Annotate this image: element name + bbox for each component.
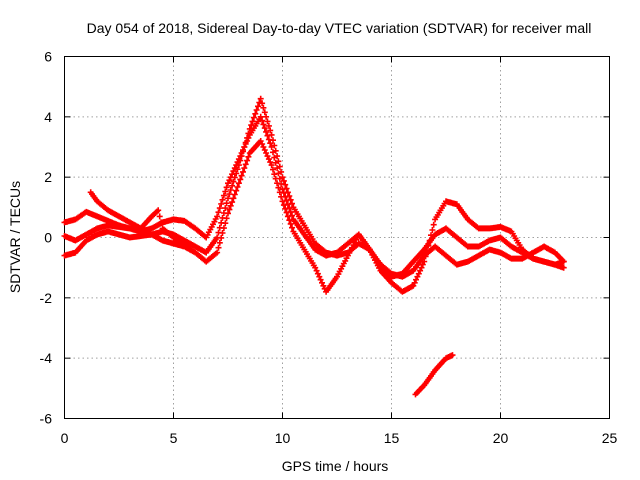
data-series-track-2 (61, 138, 567, 295)
x-tick-label: 10 (275, 430, 291, 446)
x-tick-label: 20 (493, 430, 509, 446)
chart-title: Day 054 of 2018, Sidereal Day-to-day VTE… (87, 20, 592, 36)
y-tick-label: 6 (44, 49, 52, 65)
x-tick-labels: 0 5 10 15 20 25 (61, 430, 618, 446)
y-tick-labels: -6 -4 -2 0 2 4 6 (40, 49, 53, 427)
y-axis-label: SDTVAR / TECUs (7, 181, 23, 293)
y-tick-label: 4 (44, 109, 52, 125)
x-axis-label: GPS time / hours (282, 458, 389, 474)
plot-area (61, 95, 567, 398)
x-tick-label: 5 (170, 430, 178, 446)
y-tick-label: 2 (44, 169, 52, 185)
data-series-track-5 (412, 352, 456, 398)
data-series-track-3 (61, 95, 567, 280)
x-tick-label: 15 (384, 430, 400, 446)
y-tick-label: -6 (40, 411, 53, 427)
data-series-track-4 (87, 189, 194, 253)
x-tick-label: 0 (61, 430, 69, 446)
x-tick-label: 25 (602, 430, 618, 446)
y-tick-label: 0 (44, 230, 52, 246)
y-tick-label: -2 (40, 290, 53, 306)
y-tick-label: -4 (40, 350, 53, 366)
